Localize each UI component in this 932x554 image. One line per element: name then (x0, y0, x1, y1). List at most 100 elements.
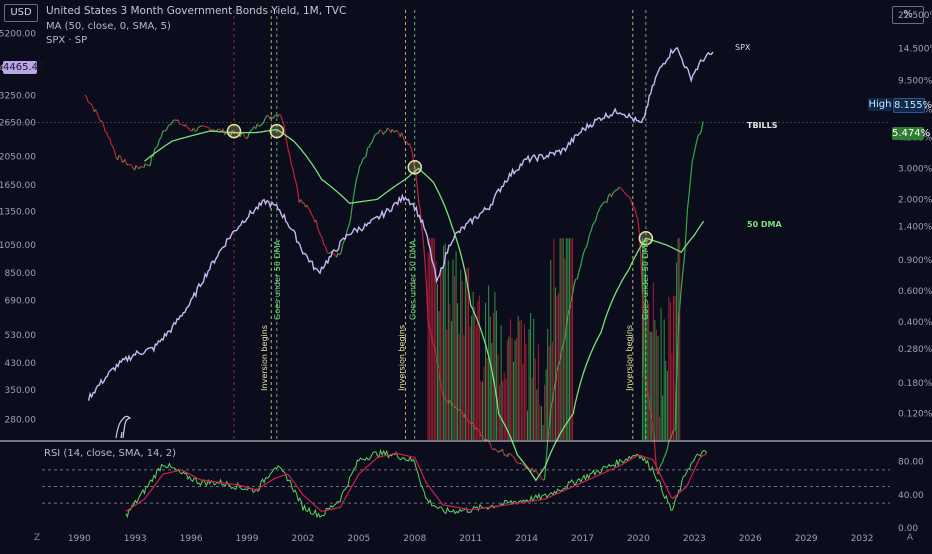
indicator-spx-label[interactable]: SPX · SP (46, 35, 87, 46)
tbill-segment (243, 133, 245, 137)
goes-under-50dma-label: Goes under 50 DMA (409, 239, 418, 319)
percent-button[interactable]: % (892, 6, 924, 24)
candles-layer (85, 95, 703, 481)
left-axis-tick: 690.00 (5, 296, 37, 306)
tbill-segment (97, 114, 99, 118)
tbill-segment (318, 229, 320, 233)
tbill-segment (170, 123, 172, 125)
tbill-segment (291, 165, 293, 169)
tbill-segment (293, 169, 295, 177)
tbill-segment (495, 449, 497, 451)
x-axis-tick: 2017 (571, 534, 594, 544)
chart-title: United States 3 Month Government Bonds Y… (46, 5, 346, 17)
right-axis-tick: 9.500% (898, 77, 932, 87)
ma-line (145, 130, 704, 481)
tbill-segment (700, 131, 702, 135)
tbill-segment (156, 145, 158, 147)
tbill-segment (594, 220, 596, 222)
tbill-segment (172, 121, 174, 124)
tbill-segment (111, 145, 113, 146)
left-axis-tick: 850.00 (5, 269, 37, 279)
tbill-segment (691, 162, 693, 179)
tbill-segment (416, 173, 418, 187)
tbill-segment (692, 155, 694, 162)
right-axis-tick: 2.000% (898, 195, 932, 205)
indicator-ma-label[interactable]: MA (50, close, 0, SMA, 5) (46, 21, 171, 32)
currency-button[interactable]: USD (4, 4, 38, 22)
tbill-segment (587, 241, 589, 247)
tbill-segment (301, 199, 303, 202)
tbill-segment (167, 125, 169, 129)
x-axis-tick: 1993 (124, 534, 147, 544)
tbill-segment (681, 272, 683, 288)
tbill-segment (514, 456, 516, 459)
tbill-segment (107, 132, 109, 137)
tbill-segment (701, 121, 703, 130)
tbill-segment (187, 128, 189, 129)
z-button[interactable]: Z (30, 531, 44, 545)
inversion-begins-label: Inversion begins (397, 325, 406, 391)
tbill-segment (537, 472, 539, 474)
tbill-segment (360, 164, 362, 166)
tbill-segment (354, 187, 356, 196)
tbill-segment (507, 453, 509, 456)
high-label-badge: High (868, 98, 892, 111)
tbill-segment (683, 258, 685, 273)
tbill-segment (380, 130, 382, 131)
left-axis-tick: 5200.00 (0, 29, 36, 39)
goes-under-50dma-label: Goes under 50 DMA (273, 239, 282, 319)
tbill-segment (392, 129, 394, 132)
tbill-segment (159, 138, 161, 140)
rsi-axis-tick: 80.00 (898, 458, 924, 468)
tbill-segment (333, 254, 335, 255)
tbill-segment (93, 106, 95, 111)
tbill-segment (698, 134, 700, 135)
tbill-segment (579, 267, 581, 272)
tbill-segment (695, 141, 697, 148)
tbill-segment (91, 104, 93, 106)
tbill-segment (246, 137, 248, 139)
left-axis-tick: 530.00 (5, 331, 37, 341)
tbill-segment (664, 454, 666, 457)
tbill-segment (694, 148, 696, 155)
tbill-segment (125, 159, 127, 165)
rsi-label[interactable]: RSI (14, close, SMA, 14, 2) (44, 448, 176, 459)
tbill-segment (249, 130, 251, 132)
tbill-segment (99, 118, 101, 122)
tbill-segment (102, 121, 104, 125)
tbill-segment (195, 130, 197, 131)
tbill-segment (119, 156, 121, 157)
goes-under-50dma-label: Goes under 50 DMA (641, 239, 650, 319)
x-axis-tick: 2032 (851, 534, 874, 544)
x-axis-tick: 1990 (68, 534, 91, 544)
tbill-segment (88, 102, 90, 104)
left-axis-tick: 430.00 (5, 359, 37, 369)
tbill-segment (397, 130, 399, 133)
tbill-segment (257, 124, 259, 127)
tbill-segment (260, 124, 262, 126)
a-button[interactable]: A (903, 531, 917, 545)
tbill-segment (158, 140, 160, 146)
tbill-segment (141, 166, 143, 167)
tbill-segment (166, 128, 168, 131)
tbill-segment (324, 245, 326, 246)
high-value-badge: 8.155% (893, 98, 925, 113)
tbill-segment (503, 449, 505, 455)
left-axis-tick: 280.00 (5, 416, 37, 426)
tbill-segment (582, 254, 584, 260)
tbill-segment (310, 211, 312, 215)
x-axis-tick: 2020 (627, 534, 650, 544)
tbill-segment (114, 151, 116, 157)
tbill-segment (532, 468, 534, 472)
tbill-segment (361, 159, 363, 164)
left-axis-tick: 350.00 (5, 386, 37, 396)
tbill-segment (197, 127, 199, 130)
tbill-segment (492, 449, 494, 450)
tbill-segment (377, 133, 379, 134)
tbill-segment (627, 195, 629, 196)
tbill-segment (521, 463, 523, 464)
x-axis-tick: 1999 (236, 534, 259, 544)
tbill-segment (322, 239, 324, 245)
